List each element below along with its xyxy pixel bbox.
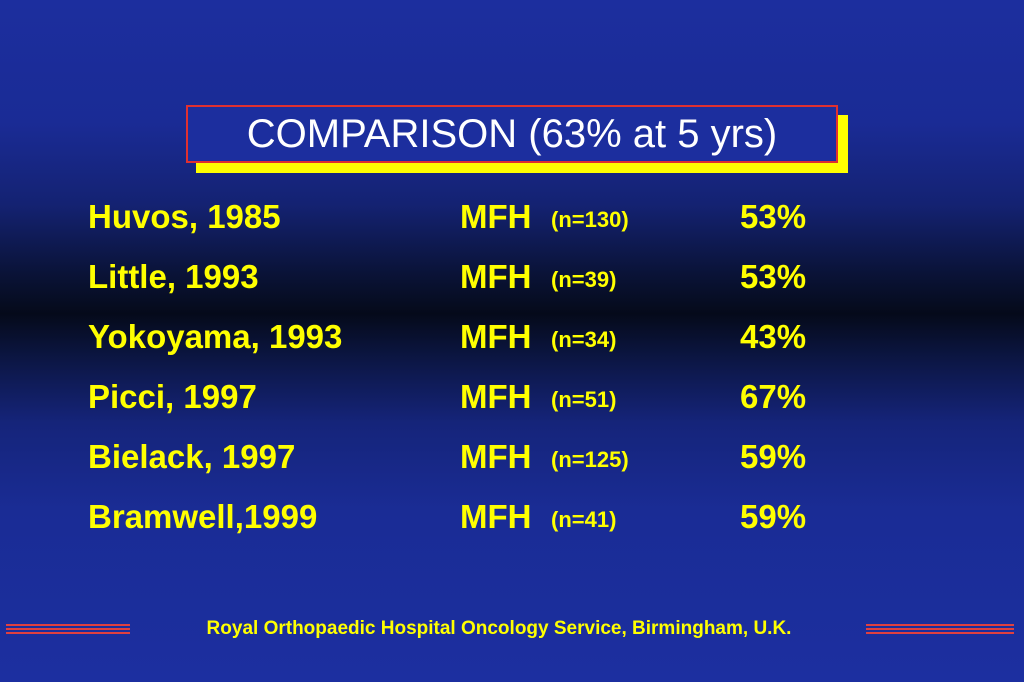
survival-percent: 59%: [740, 498, 807, 535]
study-author: Huvos, 1985: [88, 198, 281, 235]
sample-size: (n=51): [551, 387, 617, 412]
survival-percent: 67%: [740, 378, 807, 415]
tumor-type: MFH: [460, 198, 532, 235]
study-author: Yokoyama, 1993: [88, 318, 343, 355]
survival-percent: 59%: [740, 438, 807, 475]
title-frame: COMPARISON (63% at 5 yrs): [186, 105, 838, 163]
sample-size: (n=34): [551, 327, 617, 352]
tumor-type: MFH: [460, 258, 532, 295]
title-box: COMPARISON (63% at 5 yrs): [186, 105, 848, 173]
table-row: Bramwell,1999 MFH (n=41) 59%: [0, 498, 1024, 558]
study-author: Picci, 1997: [88, 378, 257, 415]
sample-size: (n=41): [551, 507, 617, 532]
sample-size: (n=39): [551, 267, 617, 292]
tumor-type: MFH: [460, 438, 532, 475]
sample-size: (n=125): [551, 447, 629, 472]
table-row: Bielack, 1997 MFH (n=125) 59%: [0, 438, 1024, 498]
footer-divider-left: [6, 624, 130, 634]
survival-percent: 53%: [740, 258, 807, 295]
survival-percent: 43%: [740, 318, 807, 355]
sample-size: (n=130): [551, 207, 629, 232]
tumor-type: MFH: [460, 318, 532, 355]
study-author: Bielack, 1997: [88, 438, 296, 475]
table-row: Yokoyama, 1993 MFH (n=34) 43%: [0, 318, 1024, 378]
survival-percent: 53%: [740, 198, 807, 235]
slide-title: COMPARISON (63% at 5 yrs): [246, 111, 778, 156]
tumor-type: MFH: [460, 378, 532, 415]
footer-credit: Royal Orthopaedic Hospital Oncology Serv…: [206, 618, 792, 639]
table-row: Picci, 1997 MFH (n=51) 67%: [0, 378, 1024, 438]
table-row: Huvos, 1985 MFH (n=130) 53%: [0, 198, 1024, 258]
study-author: Little, 1993: [88, 258, 259, 295]
footer-divider-right: [866, 624, 1014, 634]
tumor-type: MFH: [460, 498, 532, 535]
study-author: Bramwell,1999: [88, 498, 318, 535]
table-row: Little, 1993 MFH (n=39) 53%: [0, 258, 1024, 318]
